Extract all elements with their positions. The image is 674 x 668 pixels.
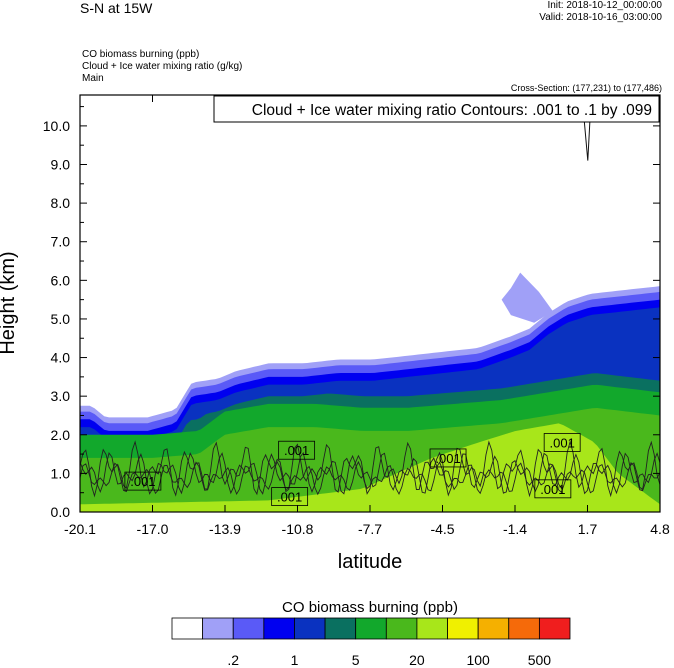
plume-lobe-light-blue [501,272,553,323]
contour-info-box: Cloud + Ice water mixing ratio Contours:… [213,95,660,123]
x-axis-label: latitude [338,551,403,573]
y-tick-label: 10.0 [43,118,70,134]
field-name-cloud: Cloud + Ice water mixing ratio (g/kg) [82,61,243,72]
colorbar-swatch [324,617,357,640]
contour-label-text: .001 [130,474,155,489]
colorbar-label: 20 [409,652,425,668]
contour-label-text: .001 [284,443,309,458]
colorbar-swatch [416,617,448,640]
contour-label-text: .001 [435,451,460,466]
colorbar-swatch [171,617,204,640]
colorbar-label: 1 [291,652,299,668]
y-tick-label: 4.0 [51,350,71,366]
y-tick-label: 5.0 [51,311,71,327]
colorbar-label: 5 [352,652,360,668]
y-tick-label: 9.0 [51,157,71,173]
y-axis-label: Height (km) [0,251,19,354]
colorbar-swatch [202,617,234,640]
x-tick-label: -20.1 [64,521,96,537]
contour-label: .001 [271,487,309,506]
colorbar-swatch [294,617,326,640]
colorbar-swatch [447,617,479,640]
x-tick-label: -4.5 [430,521,454,537]
x-tick-label: -10.8 [282,521,314,537]
colorbar-swatch [263,617,295,640]
colorbar-label: .2 [227,652,239,668]
cross-section-info: Cross-Section: (177,231) to (177,486) [510,83,662,93]
colorbar-swatch [232,617,265,640]
contour-label: .001 [534,479,572,499]
y-tick-label: 7.0 [51,234,71,250]
contour-label-text: .001 [540,482,565,497]
colorbar-label: 100 [466,652,490,668]
plume-band-lime [80,423,660,512]
x-tick-label: -13.9 [209,521,241,537]
colorbar: .2 1 5 20 100 500 [171,617,571,668]
colorbar-swatch [477,617,510,640]
x-tick-label: -7.7 [358,521,382,537]
x-tick-label: -17.0 [137,521,169,537]
y-tick-label: 3.0 [51,388,71,404]
x-tick-label: 1.7 [578,521,598,537]
y-tick-label: 6.0 [51,272,71,288]
valid-time: Valid: 2018-10-16_03:00:00 [539,12,662,23]
y-tick-label: 0.0 [51,504,71,520]
y-tick-label: 2.0 [51,427,71,443]
colorbar-label: 500 [528,652,552,668]
field-name-co: CO biomass burning (ppb) [82,49,200,60]
contour-label: .001 [278,440,316,460]
colorbar-swatch [385,617,418,640]
x-tick-label: 4.8 [650,521,670,537]
init-time: Init: 2018-10-12_00:00:00 [547,0,662,11]
contour-label-text: .001 [277,490,302,505]
y-tick-label: 1.0 [51,465,71,481]
colorbar-title: CO biomass burning (ppb) [282,599,458,616]
contour-label: .001 [429,448,467,468]
colorbar-swatch [538,617,571,640]
cloud-contour-line [80,451,660,495]
colorbar-swatch [355,617,387,640]
contour-label: .001 [124,471,162,491]
plot-title: S-N at 15W [80,0,153,16]
cloud-contour-line [80,439,660,498]
colorbar-swatch [508,617,540,640]
contour-info-text: Cloud + Ice water mixing ratio Contours:… [252,102,652,119]
x-tick-label: -1.4 [503,521,527,537]
contour-label: .001 [543,433,581,452]
contour-label-text: .001 [550,436,575,451]
field-name-domain: Main [82,73,104,84]
y-tick-label: 8.0 [51,195,71,211]
